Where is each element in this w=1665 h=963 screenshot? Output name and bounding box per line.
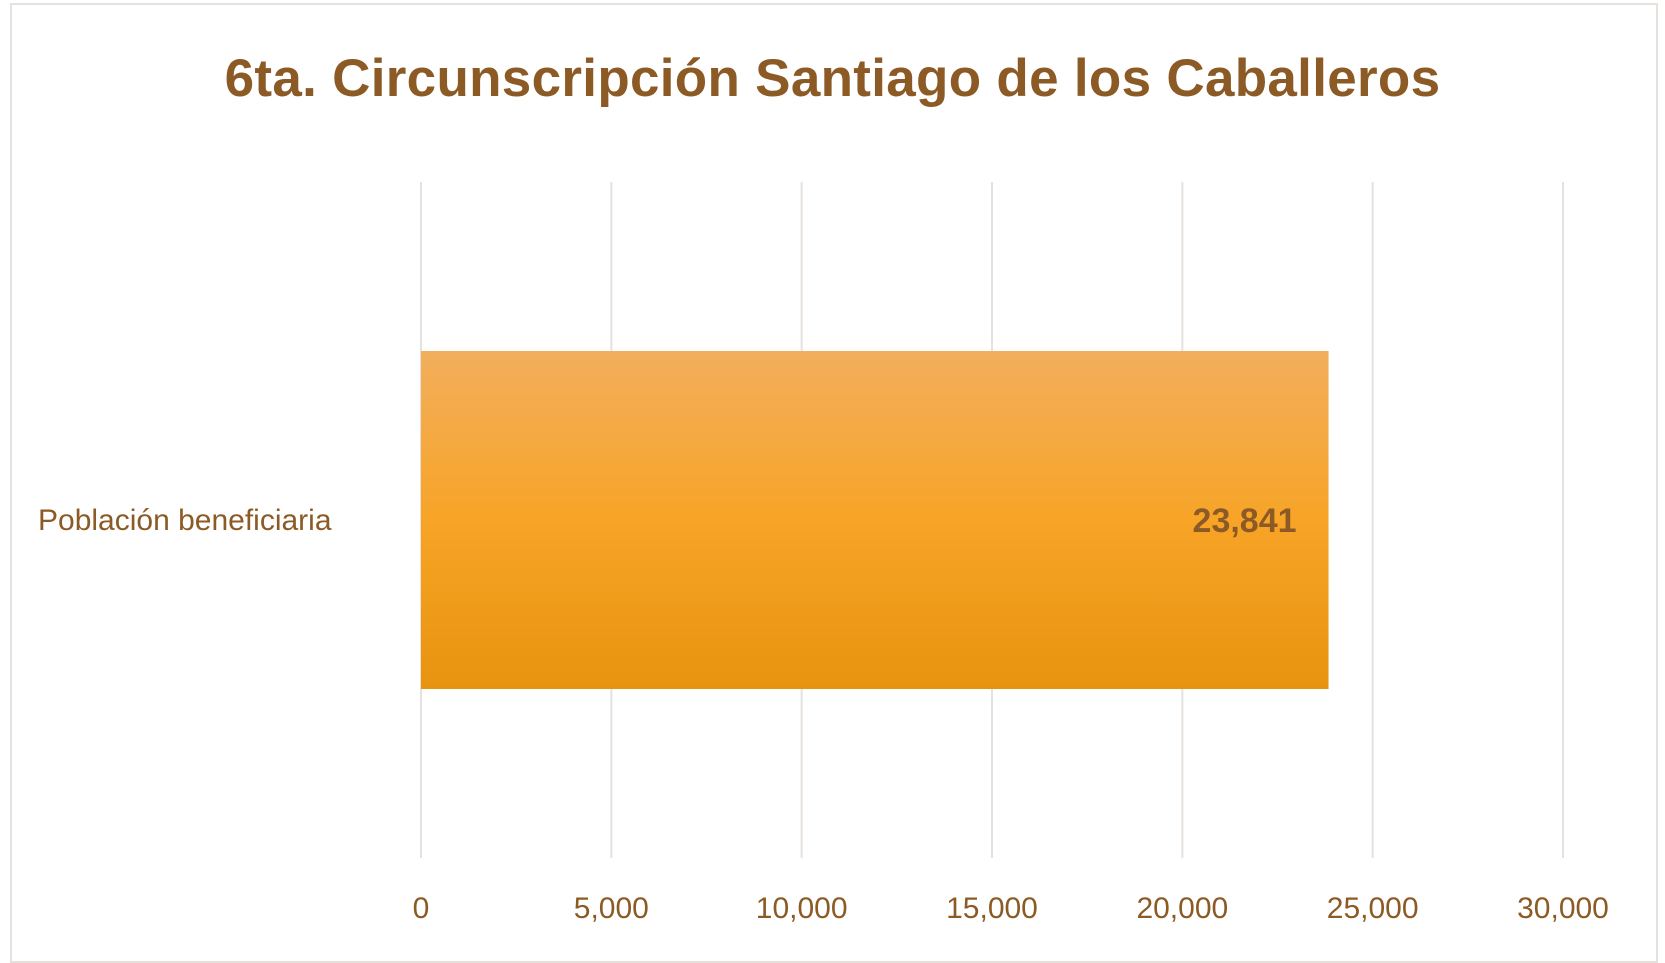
x-tick-label: 0 bbox=[413, 892, 430, 925]
x-tick-label: 10,000 bbox=[756, 892, 848, 925]
x-tick-label: 30,000 bbox=[1517, 892, 1609, 925]
labels: 0 5,000 10,000 15,000 20,000 25,000 30,000 Pobl… bbox=[38, 502, 1609, 925]
x-tick-label: 25,000 bbox=[1327, 892, 1419, 925]
x-tick-label: 5,000 bbox=[574, 892, 649, 925]
x-tick-label: 15,000 bbox=[946, 892, 1038, 925]
category-label: Población beneficiaria bbox=[38, 504, 332, 537]
data-label: 23,841 bbox=[1193, 502, 1297, 540]
bars bbox=[421, 351, 1329, 689]
chart-title: 6ta. Circunscripción Santiago de los Cab… bbox=[224, 49, 1441, 108]
x-tick-label: 20,000 bbox=[1136, 892, 1228, 925]
bar bbox=[421, 351, 1329, 689]
